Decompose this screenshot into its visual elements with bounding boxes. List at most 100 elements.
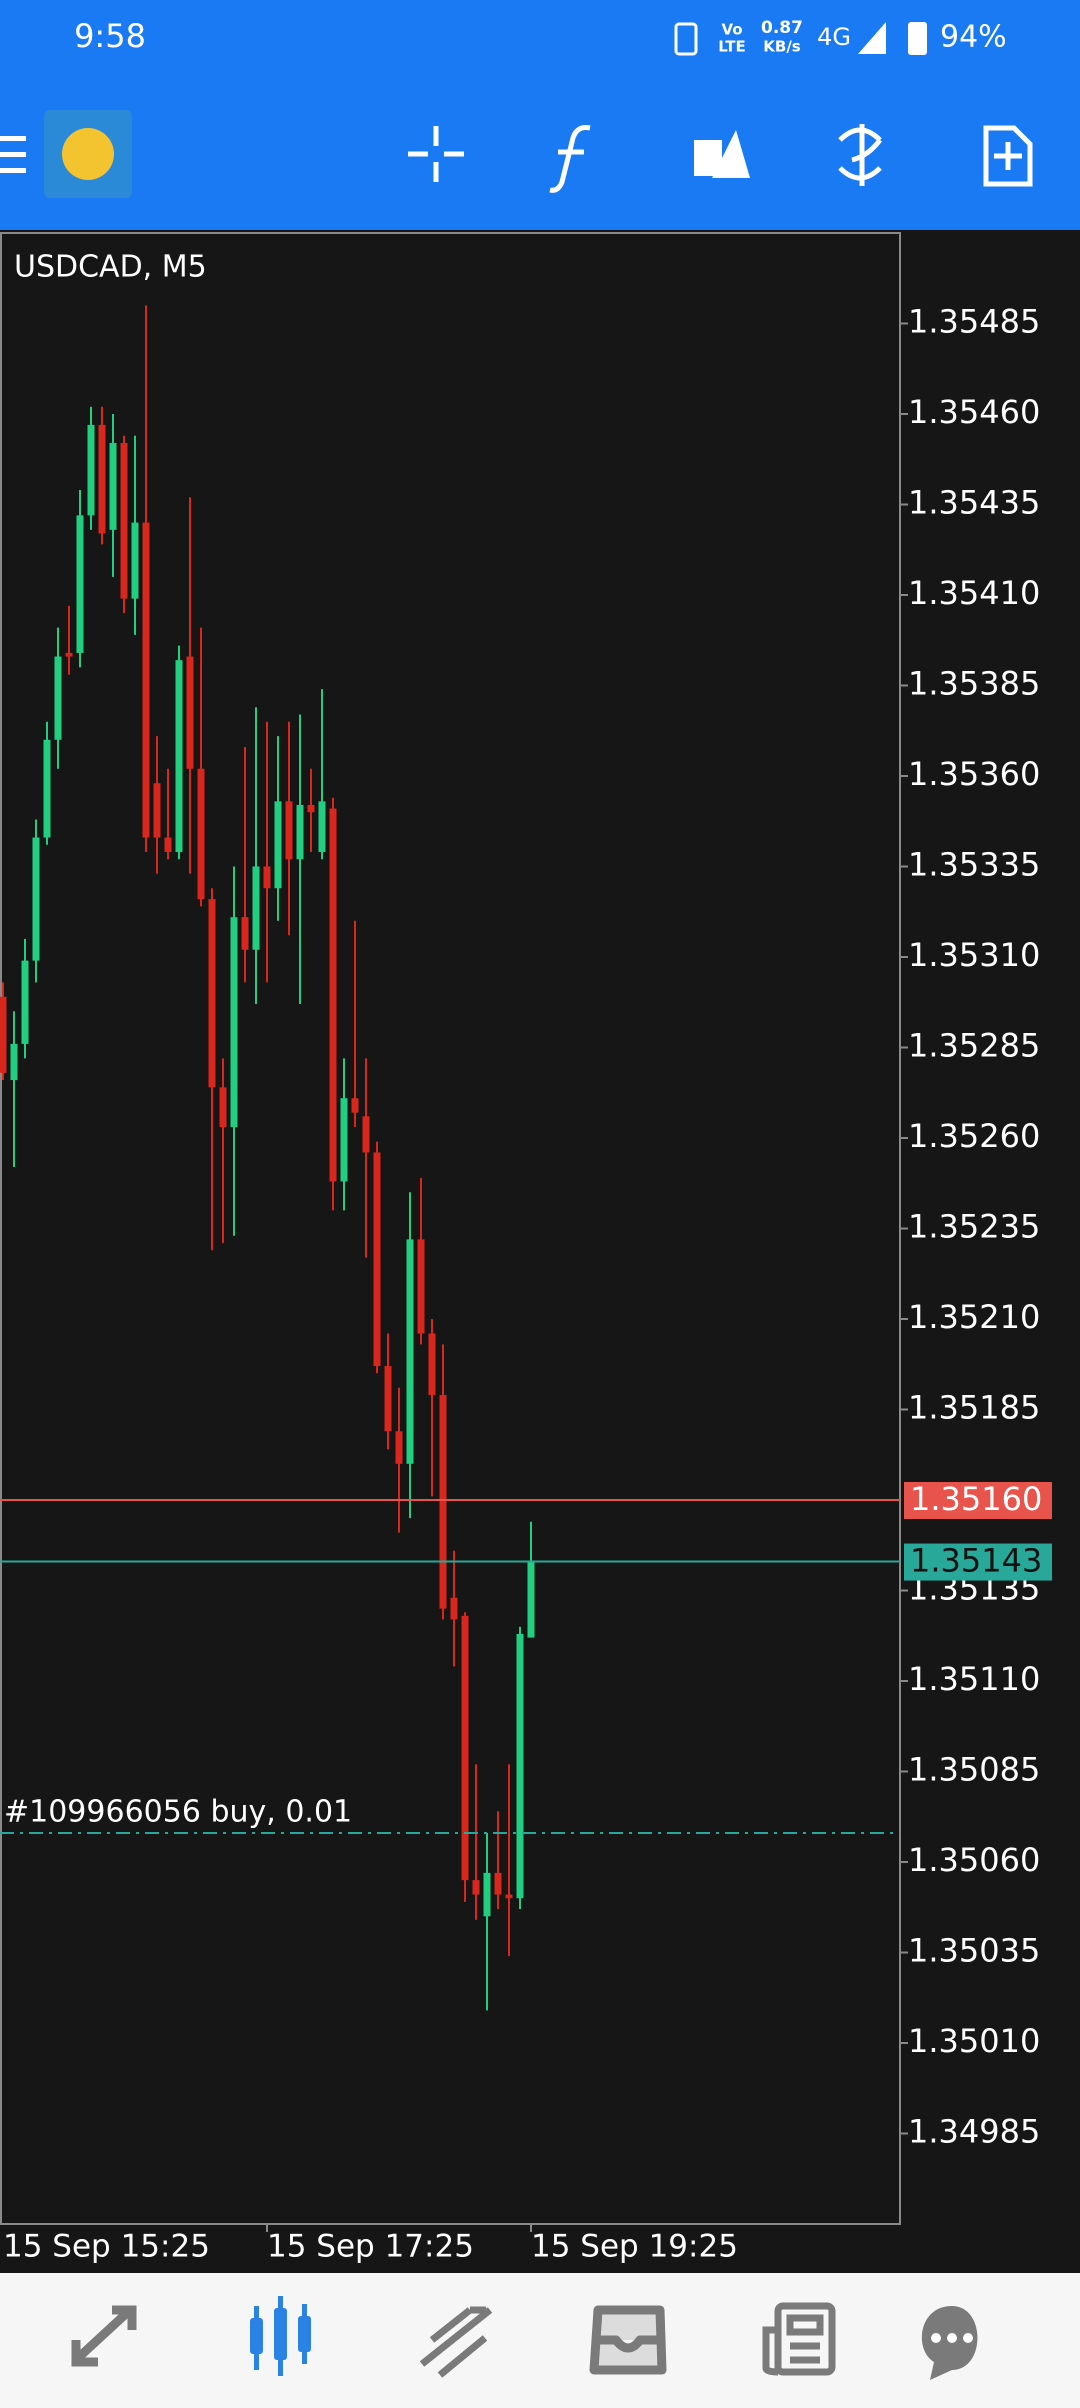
y-tick-label: 1.35435 <box>908 484 1040 522</box>
candle-body <box>241 917 249 950</box>
net-speed-unit: KB/s <box>763 38 801 56</box>
candle-body <box>439 1395 447 1609</box>
candle-body <box>285 801 293 860</box>
plot: 1.35485 1.35460 1.35435 1.35410 1.35385 1.353… <box>0 303 1052 2265</box>
y-tick-label: 1.35385 <box>908 665 1040 703</box>
candle-body <box>340 1098 348 1182</box>
candle-body <box>428 1333 436 1396</box>
candle-body <box>65 652 73 657</box>
order-label: #109966056 buy, 0.01 <box>4 1795 352 1830</box>
y-tick-label: 1.35185 <box>908 1389 1040 1427</box>
x-tick-label: 15 Sep 19:25 <box>531 2229 738 2265</box>
candle-body <box>219 1087 227 1128</box>
nav-quotes[interactable] <box>71 2305 137 2367</box>
candle-body <box>373 1152 381 1367</box>
candle-body <box>175 660 183 853</box>
nav-trade[interactable] <box>419 2306 493 2378</box>
candle-body <box>98 424 106 534</box>
candle-body <box>21 960 29 1044</box>
bottom-nav <box>0 2273 1080 2408</box>
candle-body <box>527 1561 535 1638</box>
candle-body <box>120 442 128 599</box>
y-tick-label: 1.35410 <box>908 574 1040 612</box>
candle-body <box>406 1239 414 1464</box>
candle-body <box>208 899 216 1088</box>
candle-body <box>516 1633 524 1899</box>
battery-level: 94% <box>940 20 1007 55</box>
candle-body <box>362 1116 370 1153</box>
signal-icon <box>858 22 886 54</box>
nav-news[interactable] <box>762 2302 836 2376</box>
candle-body <box>318 801 326 853</box>
price-label: 1.35160 <box>910 1480 1042 1518</box>
nav-messages[interactable] <box>921 2306 978 2380</box>
candle-body <box>472 1880 480 1895</box>
candle-body <box>274 801 282 889</box>
candle-body <box>351 1098 359 1113</box>
price-label-box <box>904 1543 1052 1581</box>
battery-icon <box>908 22 927 55</box>
y-tick-label: 1.35460 <box>908 393 1040 431</box>
candle-body <box>32 837 40 961</box>
x-tick-label: 15 Sep 15:25 <box>3 2229 210 2265</box>
candle-body <box>263 866 271 889</box>
candle-body <box>494 1872 502 1895</box>
candle-body <box>461 1615 469 1881</box>
y-tick-label: 1.35335 <box>908 846 1040 884</box>
objects-icon[interactable] <box>694 130 750 178</box>
candle-body <box>296 804 304 860</box>
candle-body <box>252 866 260 950</box>
y-tick-label: 1.35485 <box>908 303 1040 341</box>
candle-body <box>186 656 194 769</box>
y-tick-label: 1.35210 <box>908 1298 1040 1336</box>
trade-icon[interactable] <box>838 124 882 186</box>
candle-body <box>54 656 62 740</box>
candle-body <box>450 1597 458 1620</box>
app-icon-logo <box>62 128 114 180</box>
candle-body <box>131 522 139 599</box>
crosshair-icon[interactable] <box>408 126 464 182</box>
y-tick-label: 1.35035 <box>908 1932 1040 1970</box>
x-tick-label: 15 Sep 17:25 <box>267 2229 474 2265</box>
candle-body <box>197 768 205 900</box>
candle-body <box>329 808 337 1182</box>
candle-body <box>230 917 238 1128</box>
nav-history[interactable] <box>589 2305 667 2375</box>
top-bar <box>0 0 1080 230</box>
candle-body <box>384 1366 392 1432</box>
candle-body <box>142 522 150 838</box>
y-tick-label: 1.35260 <box>908 1117 1040 1155</box>
candle-body <box>307 804 315 813</box>
y-tick-label: 1.35285 <box>908 1027 1040 1065</box>
chart-title: USDCAD, M5 <box>14 250 207 285</box>
price-label-box <box>904 1482 1052 1519</box>
candle-body <box>505 1894 513 1899</box>
indicators-icon[interactable] <box>549 125 591 193</box>
candle-body <box>395 1431 403 1464</box>
nav-chart[interactable] <box>250 2296 311 2376</box>
candle-body <box>417 1239 425 1334</box>
candle-body <box>0 996 7 1073</box>
menu-icon[interactable] <box>0 136 26 173</box>
vibrate-icon <box>674 22 698 56</box>
price-label: 1.35143 <box>910 1542 1042 1580</box>
status-time: 9:58 <box>74 17 146 55</box>
network-type: 4G <box>817 23 851 51</box>
y-tick-label: 1.35235 <box>908 1208 1040 1246</box>
y-tick-label: 1.35310 <box>908 936 1040 974</box>
candle-body <box>10 1043 18 1081</box>
volte-top: Vo <box>721 21 742 39</box>
candle-body <box>164 837 172 853</box>
new-order-icon[interactable] <box>983 125 1033 187</box>
net-speed: 0.87 <box>761 18 803 38</box>
y-tick-label: 1.35110 <box>908 1660 1040 1698</box>
candle-body <box>43 739 51 838</box>
candle-body <box>483 1872 491 1917</box>
y-tick-label: 1.35060 <box>908 1841 1040 1879</box>
y-tick-label: 1.35360 <box>908 755 1040 793</box>
y-tick-label: 1.35010 <box>908 2022 1040 2060</box>
volte-bottom: LTE <box>718 38 746 56</box>
y-tick-label: 1.34985 <box>908 2113 1040 2151</box>
